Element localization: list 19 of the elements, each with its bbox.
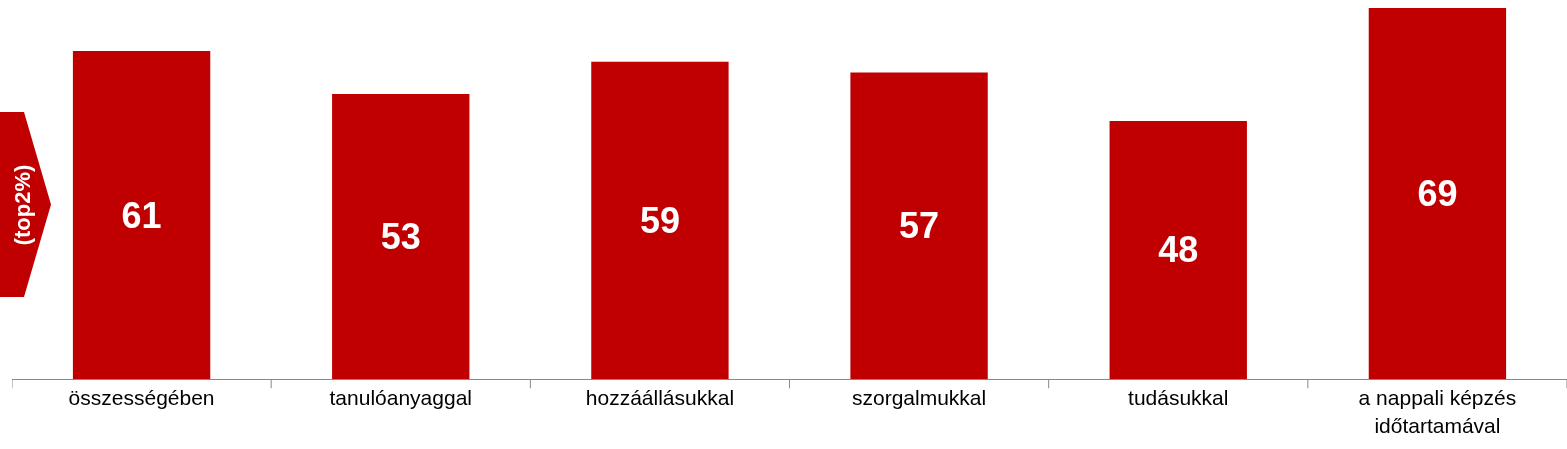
x-tick-label: tudásukkal	[1128, 386, 1229, 410]
x-tick-label: összességében	[68, 386, 215, 410]
x-tick-label: tanulóanyaggal	[329, 386, 472, 410]
data-label: 48	[1158, 229, 1199, 271]
bar	[72, 51, 211, 379]
data-label: 57	[899, 205, 940, 247]
y-axis-title: (top2%)	[10, 164, 36, 245]
data-label: 69	[1417, 173, 1458, 214]
x-tick-label: a nappali képzés időtartamával	[1358, 386, 1517, 437]
bar	[1368, 8, 1507, 379]
bar	[850, 72, 988, 379]
bar	[1109, 120, 1247, 379]
x-tick-label: szorgalmukkal	[851, 386, 987, 410]
data-label: 61	[121, 194, 162, 236]
data-label: 53	[380, 216, 421, 258]
bar	[332, 94, 470, 379]
x-tick-label: hozzáállásukkal	[585, 386, 735, 410]
data-label: 59	[639, 199, 680, 241]
bar	[591, 61, 729, 379]
